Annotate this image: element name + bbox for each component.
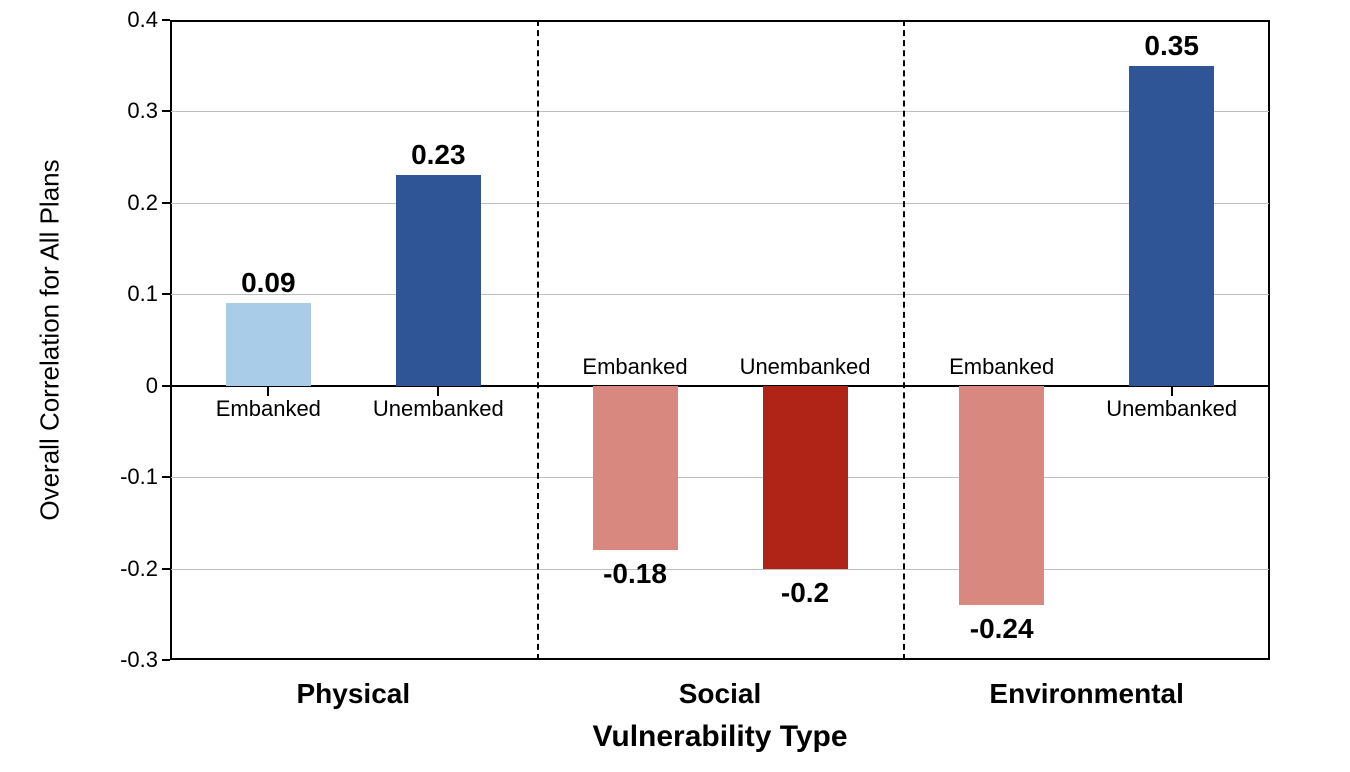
group-label: Environmental [989, 678, 1183, 710]
group-label: Social [679, 678, 761, 710]
bar-sublabel: Embanked [582, 354, 687, 380]
y-tick-label: 0 [110, 373, 158, 399]
bar-value-label: -0.2 [781, 577, 829, 609]
y-tick-mark [162, 110, 170, 112]
gridline [171, 569, 1269, 570]
gridline [171, 203, 1269, 204]
bar-value-label: -0.24 [970, 613, 1034, 645]
group-separator [903, 20, 905, 660]
y-tick-label: -0.1 [110, 464, 158, 490]
plot-area [170, 20, 1270, 660]
y-tick-mark [162, 476, 170, 478]
bar-sublabel: Unembanked [373, 396, 504, 422]
y-tick-label: 0.2 [110, 190, 158, 216]
group-separator [537, 20, 539, 660]
group-label: Physical [297, 678, 411, 710]
y-tick-mark [162, 385, 170, 387]
bar [226, 303, 311, 385]
y-tick-mark [162, 293, 170, 295]
x-tick-mark [1171, 386, 1173, 396]
y-tick-label: -0.3 [110, 647, 158, 673]
bar-value-label: -0.18 [603, 558, 667, 590]
bar-sublabel: Embanked [216, 396, 321, 422]
bar [593, 386, 678, 551]
y-tick-mark [162, 659, 170, 661]
y-tick-label: 0.4 [110, 7, 158, 33]
bar-sublabel: Embanked [949, 354, 1054, 380]
gridline [171, 111, 1269, 112]
gridline [171, 477, 1269, 478]
zero-line [170, 385, 1270, 387]
chart-container: Overall Correlation for All Plans Vulner… [0, 0, 1350, 772]
y-tick-label: -0.2 [110, 556, 158, 582]
bar [959, 386, 1044, 605]
x-axis-title: Vulnerability Type [170, 720, 1270, 754]
x-tick-mark [267, 386, 269, 396]
x-tick-mark [437, 386, 439, 396]
y-tick-label: 0.1 [110, 281, 158, 307]
bar [396, 175, 481, 385]
y-tick-label: 0.3 [110, 98, 158, 124]
y-tick-mark [162, 568, 170, 570]
bar-value-label: 0.09 [241, 267, 296, 299]
gridline [171, 294, 1269, 295]
y-axis-title: Overall Correlation for All Plans [35, 159, 66, 520]
bar [763, 386, 848, 569]
bar-sublabel: Unembanked [1106, 396, 1237, 422]
y-tick-mark [162, 19, 170, 21]
bar [1129, 66, 1214, 386]
bar-sublabel: Unembanked [740, 354, 871, 380]
bar-value-label: 0.23 [411, 139, 466, 171]
y-tick-mark [162, 202, 170, 204]
bar-value-label: 0.35 [1144, 30, 1199, 62]
